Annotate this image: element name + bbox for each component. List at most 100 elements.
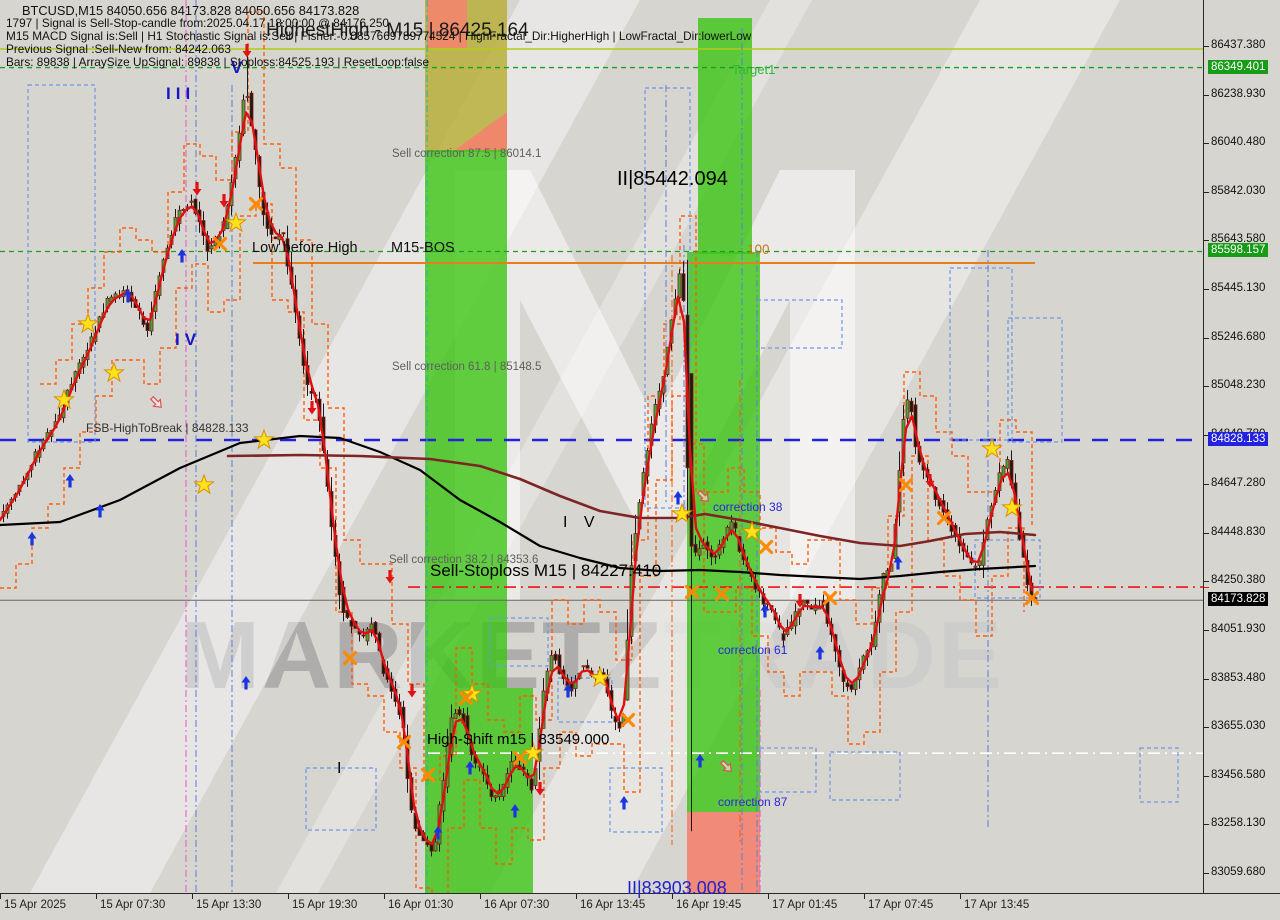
hollow-arrow-icon	[719, 759, 732, 772]
wave-label-iv-2: I V	[563, 514, 601, 531]
wave-label-i: I	[337, 760, 342, 777]
y-axis-label: 85246.680	[1211, 331, 1266, 343]
sell-arrow-icon	[242, 44, 252, 58]
buy-arrow-icon	[619, 796, 629, 810]
sell-arrow-icon	[535, 782, 545, 796]
x-axis-label: 15 Apr 19:30	[292, 899, 358, 911]
buy-arrow-icon	[893, 556, 903, 570]
y-axis-label: 83853.480	[1211, 672, 1266, 684]
chart-info-block: BTCUSD,M15 84050.656 84173.828 84050.656…	[6, 4, 751, 69]
buy-arrow-icon	[177, 249, 187, 263]
sell-arrow-icon	[307, 401, 317, 415]
buy-arrow-icon	[95, 504, 105, 518]
wave-price-label-ii-bottom: II|83903.008	[627, 878, 727, 898]
x-axis-label: 17 Apr 13:45	[964, 899, 1030, 911]
price-axis[interactable]: 86437.380 86238.930 86040.480 85842.030 8564…	[1203, 0, 1280, 893]
star-signal-icon	[77, 312, 99, 334]
y-axis-label: 84647.280	[1211, 477, 1266, 489]
star-signal-icon	[589, 666, 611, 688]
exit-cross-icon	[684, 584, 700, 600]
sell-correction-618-label: Sell correction 61.8 | 85148.5	[392, 361, 542, 373]
sell-stoploss-label: Sell-Stoploss M15 | 84227.410	[430, 561, 662, 580]
star-signal-icon	[981, 437, 1003, 459]
hollow-arrow-icon	[149, 395, 162, 408]
symbol-ohlc: BTCUSD,M15 84050.656 84173.828 84050.656…	[22, 3, 360, 18]
y-axis-label: 83655.030	[1211, 720, 1266, 732]
previous-signal-line: Previous Signal :Sell-New from: 84242.06…	[6, 42, 231, 56]
y-axis-label: 85643.580	[1211, 233, 1266, 245]
y-axis-price-flag: 84828.133	[1208, 432, 1269, 446]
y-axis-price-flag: 84173.828	[1208, 592, 1269, 606]
fsb-high-to-break-label: FSB-HighToBreak | 84828.133	[86, 421, 249, 435]
y-axis-label: 86437.380	[1211, 39, 1266, 51]
highest-high-label: HighestHigh - M15 | 86425.164	[266, 20, 529, 41]
signal-line: 1797 | Signal is Sell-Stop-candle from:2…	[6, 16, 389, 30]
indicator-line: M15 MACD Signal is:Sell | H1 Stochastic …	[6, 29, 752, 43]
y-axis-label: 83456.580	[1211, 769, 1266, 781]
correction-87-label: correction 87	[718, 795, 788, 809]
y-axis-label: 84250.380	[1211, 574, 1266, 586]
exit-cross-icon	[822, 590, 838, 606]
buy-arrow-icon	[760, 604, 770, 618]
buy-arrow-icon	[65, 474, 75, 488]
x-axis-label: 17 Apr 01:45	[772, 899, 838, 911]
wave-label-v: V	[231, 58, 243, 77]
x-axis-label: 17 Apr 07:45	[868, 899, 934, 911]
star-signal-icon	[225, 211, 247, 233]
target1-label: Target1	[732, 62, 776, 77]
y-axis-label: 86238.930	[1211, 88, 1266, 100]
exit-cross-icon	[898, 477, 914, 493]
y-axis-label: 84448.830	[1211, 526, 1266, 538]
exit-cross-icon	[512, 750, 528, 766]
exit-cross-icon	[936, 510, 952, 526]
y-axis-label: 85048.230	[1211, 379, 1266, 391]
sell-arrow-icon	[385, 570, 395, 584]
sell-arrow-icon	[192, 182, 202, 196]
hollow-arrow-icon	[696, 489, 709, 502]
high-shift-label: High-Shift m15 | 83549.000	[427, 731, 610, 748]
y-axis-label: 86040.480	[1211, 136, 1266, 148]
buy-arrow-icon	[510, 804, 520, 818]
exit-cross-icon	[758, 539, 774, 555]
sell-correction-875-label: Sell correction 87.5 | 86014.1	[392, 148, 542, 160]
chart-canvas[interactable]	[0, 0, 1203, 893]
sell-arrow-icon	[407, 684, 417, 698]
wave-label-iv: IV	[175, 330, 202, 349]
buy-arrow-icon	[241, 676, 251, 690]
exit-cross-icon	[342, 650, 358, 666]
y-axis-label: 84051.930	[1211, 623, 1266, 635]
exit-cross-icon	[212, 236, 228, 252]
buy-arrow-icon	[465, 761, 475, 775]
exit-cross-icon	[396, 734, 412, 750]
exit-cross-icon	[620, 712, 636, 728]
sell-arrow-icon	[795, 594, 805, 608]
star-signal-icon	[193, 473, 215, 495]
y-axis-label: 83258.130	[1211, 817, 1266, 829]
x-axis-label: 15 Apr 2025	[4, 899, 67, 911]
exit-cross-icon	[714, 586, 730, 602]
time-axis[interactable]: 15 Apr 2025 15 Apr 07:30 15 Apr 13:30 15 Ap…	[0, 893, 1280, 920]
buy-arrow-icon	[695, 754, 705, 768]
star-signal-icon	[103, 361, 125, 383]
star-signal-icon	[53, 388, 75, 410]
y-axis-label: 85842.030	[1211, 185, 1266, 197]
y-axis-label: 85445.130	[1211, 282, 1266, 294]
exit-cross-icon	[1024, 590, 1040, 606]
star-signal-icon	[522, 741, 544, 763]
buy-arrow-icon	[563, 684, 573, 698]
y-axis-price-flag: 85598.157	[1208, 243, 1269, 257]
y-axis-label: 83059.680	[1211, 866, 1266, 878]
sell-arrow-icon	[219, 194, 229, 208]
fib-100-label: 100	[747, 242, 770, 257]
x-axis-label: 16 Apr 19:45	[676, 899, 742, 911]
x-axis-label: 15 Apr 07:30	[100, 899, 166, 911]
buy-arrow-icon	[815, 646, 825, 660]
correction-38-label: correction 38	[713, 500, 783, 514]
sell-arrow-icon	[925, 474, 935, 488]
star-signal-icon	[1001, 496, 1023, 518]
buy-arrow-icon	[673, 491, 683, 505]
exit-cross-icon	[248, 196, 264, 212]
x-axis-label: 16 Apr 01:30	[388, 899, 454, 911]
x-axis-label: 15 Apr 13:30	[196, 899, 262, 911]
